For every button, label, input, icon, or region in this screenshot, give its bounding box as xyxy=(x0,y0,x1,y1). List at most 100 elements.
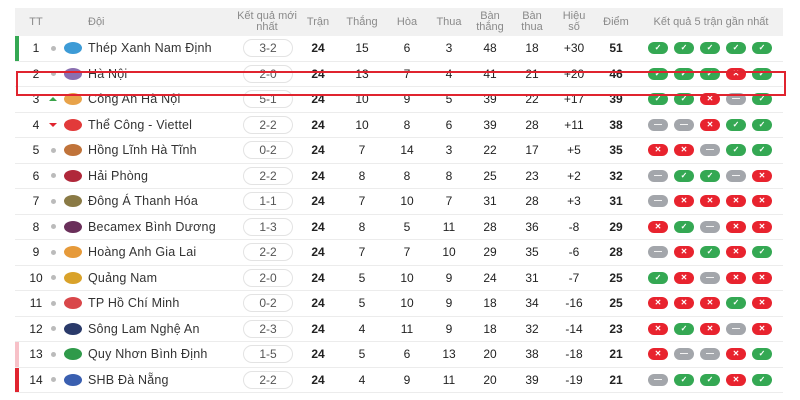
draw-dash-icon[interactable]: — xyxy=(700,220,720,233)
team-name-link[interactable]: Hoàng Anh Gia Lai xyxy=(88,245,197,260)
win-check-icon[interactable]: ✓ xyxy=(700,67,720,80)
draw-dash-icon[interactable]: — xyxy=(648,118,668,131)
latest-result-badge[interactable]: 2-2 xyxy=(243,166,293,185)
loss-x-icon[interactable]: ✕ xyxy=(726,67,746,80)
draw-dash-icon[interactable]: — xyxy=(700,144,720,157)
latest-result-badge[interactable]: 0-2 xyxy=(243,141,293,160)
loss-x-icon[interactable]: ✕ xyxy=(726,246,746,259)
win-check-icon[interactable]: ✓ xyxy=(752,67,772,80)
draw-dash-icon[interactable]: — xyxy=(648,246,668,259)
team-name-link[interactable]: Đông Á Thanh Hóa xyxy=(88,194,198,209)
win-check-icon[interactable]: ✓ xyxy=(752,93,772,106)
table-row[interactable]: 7 Đông Á Thanh Hóa 1-1 24 7 10 7 31 28 +3 31 — ✕ ✕ ✕ ✕ xyxy=(15,189,783,215)
latest-result-badge[interactable]: 2-0 xyxy=(243,268,293,287)
win-check-icon[interactable]: ✓ xyxy=(674,373,694,386)
loss-x-icon[interactable]: ✕ xyxy=(752,220,772,233)
latest-result-badge[interactable]: 0-2 xyxy=(243,294,293,313)
win-check-icon[interactable]: ✓ xyxy=(726,42,746,55)
loss-x-icon[interactable]: ✕ xyxy=(674,271,694,284)
team-name-link[interactable]: Quy Nhơn Bình Định xyxy=(88,347,208,362)
loss-x-icon[interactable]: ✕ xyxy=(648,297,668,310)
table-row[interactable]: 13 Quy Nhơn Bình Định 1-5 24 5 6 13 20 38 -18 21 ✕ —… xyxy=(15,342,783,368)
win-check-icon[interactable]: ✓ xyxy=(700,246,720,259)
table-row[interactable]: 5 Hồng Lĩnh Hà Tĩnh 0-2 24 7 14 3 22 17 +5 35 ✕ ✕ — ✓ ✓ xyxy=(15,138,783,164)
win-check-icon[interactable]: ✓ xyxy=(752,246,772,259)
table-row[interactable]: 1 Thép Xanh Nam Định 3-2 24 15 6 3 48 18 +30 51 ✓ ✓ ✓… xyxy=(15,36,783,62)
table-row[interactable]: 3 Công An Hà Nội 5-1 24 10 9 5 39 22 +17 39 ✓ ✓ ✕ — ✓ xyxy=(15,87,783,113)
latest-result-badge[interactable]: 3-2 xyxy=(243,39,293,58)
loss-x-icon[interactable]: ✕ xyxy=(648,322,668,335)
win-check-icon[interactable]: ✓ xyxy=(700,169,720,182)
loss-x-icon[interactable]: ✕ xyxy=(726,373,746,386)
team-name-link[interactable]: TP Hồ Chí Minh xyxy=(88,296,180,311)
loss-x-icon[interactable]: ✕ xyxy=(726,271,746,284)
win-check-icon[interactable]: ✓ xyxy=(752,348,772,361)
loss-x-icon[interactable]: ✕ xyxy=(674,246,694,259)
loss-x-icon[interactable]: ✕ xyxy=(752,322,772,335)
win-check-icon[interactable]: ✓ xyxy=(648,93,668,106)
team-name-link[interactable]: Thép Xanh Nam Định xyxy=(88,41,212,56)
win-check-icon[interactable]: ✓ xyxy=(752,144,772,157)
table-row[interactable]: 2 Hà Nội 2-0 24 13 7 4 41 21 +20 46 ✓ ✓ ✓ ✕ ✓ xyxy=(15,62,783,87)
loss-x-icon[interactable]: ✕ xyxy=(752,195,772,208)
loss-x-icon[interactable]: ✕ xyxy=(648,348,668,361)
loss-x-icon[interactable]: ✕ xyxy=(700,93,720,106)
loss-x-icon[interactable]: ✕ xyxy=(700,118,720,131)
table-row[interactable]: 14 SHB Đà Nẵng 2-2 24 4 9 11 20 39 -19 21 — ✓ ✓ ✕ ✓ xyxy=(15,367,783,393)
draw-dash-icon[interactable]: — xyxy=(648,195,668,208)
loss-x-icon[interactable]: ✕ xyxy=(674,195,694,208)
draw-dash-icon[interactable]: — xyxy=(648,169,668,182)
win-check-icon[interactable]: ✓ xyxy=(674,42,694,55)
latest-result-badge[interactable]: 5-1 xyxy=(243,90,293,109)
latest-result-badge[interactable]: 2-0 xyxy=(243,64,293,83)
loss-x-icon[interactable]: ✕ xyxy=(752,271,772,284)
win-check-icon[interactable]: ✓ xyxy=(648,67,668,80)
loss-x-icon[interactable]: ✕ xyxy=(752,297,772,310)
win-check-icon[interactable]: ✓ xyxy=(674,67,694,80)
win-check-icon[interactable]: ✓ xyxy=(726,297,746,310)
win-check-icon[interactable]: ✓ xyxy=(752,118,772,131)
latest-result-badge[interactable]: 2-3 xyxy=(243,319,293,338)
team-name-link[interactable]: Becamex Bình Dương xyxy=(88,219,216,234)
draw-dash-icon[interactable]: — xyxy=(674,118,694,131)
loss-x-icon[interactable]: ✕ xyxy=(648,220,668,233)
team-name-link[interactable]: Quảng Nam xyxy=(88,270,158,285)
draw-dash-icon[interactable]: — xyxy=(726,93,746,106)
draw-dash-icon[interactable]: — xyxy=(700,348,720,361)
loss-x-icon[interactable]: ✕ xyxy=(700,195,720,208)
win-check-icon[interactable]: ✓ xyxy=(648,42,668,55)
table-row[interactable]: 4 Thể Công - Viettel 2-2 24 10 8 6 39 28 +11 38 — — ✕… xyxy=(15,113,783,138)
latest-result-badge[interactable]: 2-2 xyxy=(243,243,293,262)
draw-dash-icon[interactable]: — xyxy=(726,322,746,335)
latest-result-badge[interactable]: 2-2 xyxy=(243,115,293,134)
table-row[interactable]: 11 TP Hồ Chí Minh 0-2 24 5 10 9 18 34 -16 25 ✕ ✕ ✕ ✓ ✕ xyxy=(15,291,783,317)
loss-x-icon[interactable]: ✕ xyxy=(726,348,746,361)
win-check-icon[interactable]: ✓ xyxy=(752,42,772,55)
win-check-icon[interactable]: ✓ xyxy=(700,42,720,55)
table-row[interactable]: 6 Hải Phòng 2-2 24 8 8 8 25 23 +2 32 — ✓ ✓ — ✕ xyxy=(15,164,783,189)
table-row[interactable]: 8 Becamex Bình Dương 1-3 24 8 5 11 28 36 -8 29 ✕ ✓ — ✕… xyxy=(15,215,783,240)
loss-x-icon[interactable]: ✕ xyxy=(700,297,720,310)
loss-x-icon[interactable]: ✕ xyxy=(726,220,746,233)
team-name-link[interactable]: Sông Lam Nghệ An xyxy=(88,321,200,336)
draw-dash-icon[interactable]: — xyxy=(700,271,720,284)
loss-x-icon[interactable]: ✕ xyxy=(700,322,720,335)
win-check-icon[interactable]: ✓ xyxy=(752,373,772,386)
win-check-icon[interactable]: ✓ xyxy=(726,144,746,157)
win-check-icon[interactable]: ✓ xyxy=(648,271,668,284)
win-check-icon[interactable]: ✓ xyxy=(674,322,694,335)
team-name-link[interactable]: Hồng Lĩnh Hà Tĩnh xyxy=(88,143,197,158)
win-check-icon[interactable]: ✓ xyxy=(674,220,694,233)
latest-result-badge[interactable]: 2-2 xyxy=(243,370,293,389)
loss-x-icon[interactable]: ✕ xyxy=(752,169,772,182)
win-check-icon[interactable]: ✓ xyxy=(726,118,746,131)
latest-result-badge[interactable]: 1-5 xyxy=(243,345,293,364)
draw-dash-icon[interactable]: — xyxy=(648,373,668,386)
latest-result-badge[interactable]: 1-1 xyxy=(243,192,293,211)
table-row[interactable]: 9 Hoàng Anh Gia Lai 2-2 24 7 7 10 29 35 -6 28 — ✕ ✓ ✕ ✓ xyxy=(15,240,783,266)
loss-x-icon[interactable]: ✕ xyxy=(674,144,694,157)
win-check-icon[interactable]: ✓ xyxy=(674,93,694,106)
team-name-link[interactable]: Hà Nội xyxy=(88,66,128,81)
team-name-link[interactable]: Hải Phòng xyxy=(88,168,149,183)
loss-x-icon[interactable]: ✕ xyxy=(648,144,668,157)
